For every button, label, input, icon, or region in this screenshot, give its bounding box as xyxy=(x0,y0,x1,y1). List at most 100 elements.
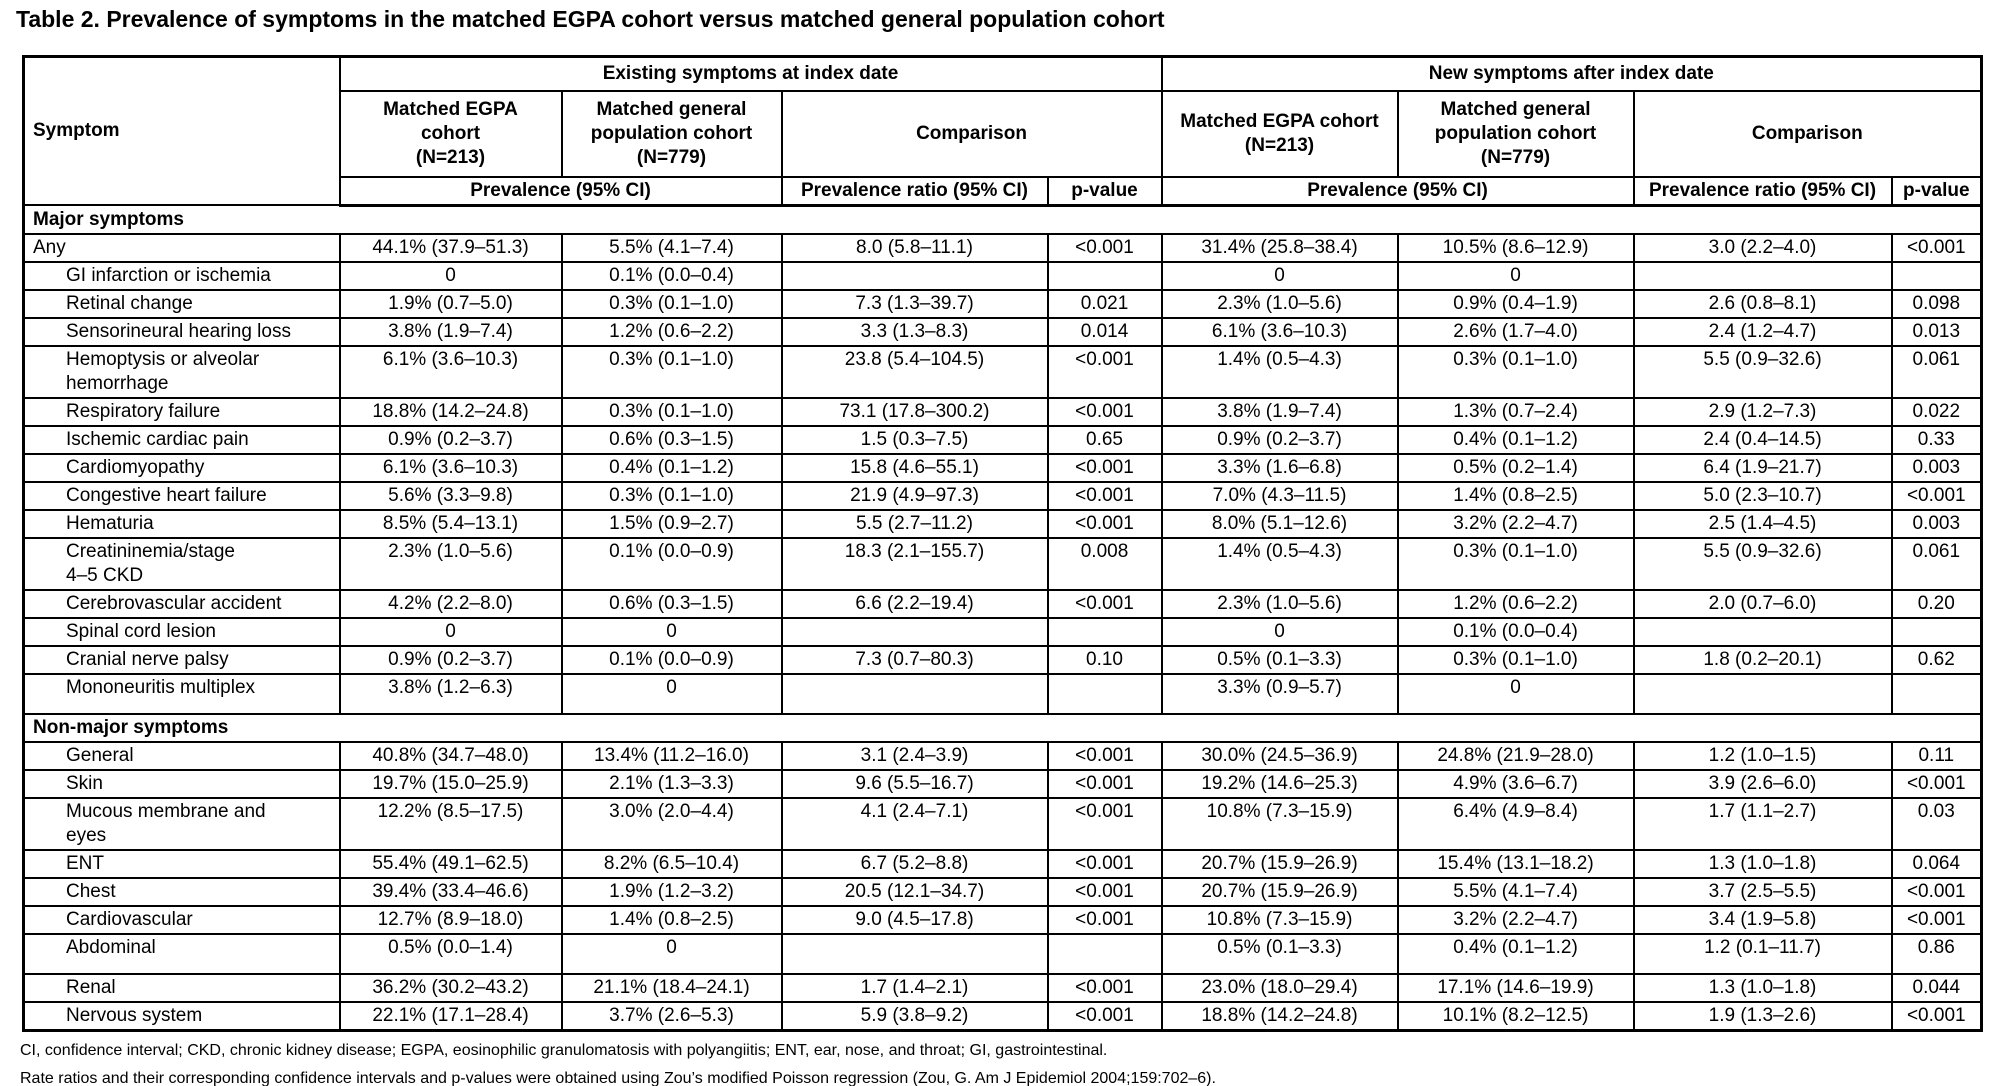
value-cell: 2.4 (0.4–14.5) xyxy=(1632,424,1893,455)
value-cell: 3.4 (1.9–5.8) xyxy=(1632,904,1893,935)
table-title: Table 2. Prevalence of symptoms in the m… xyxy=(16,6,1165,32)
value-cell: 2.5 (1.4–4.5) xyxy=(1632,508,1893,539)
value-cell: 0.11 xyxy=(1890,740,1983,771)
value-cell: 5.5% (4.1–7.4) xyxy=(560,232,783,263)
symptom-cell: GI infarction or ischemia xyxy=(22,260,341,291)
value-cell: 1.3 (1.0–1.8) xyxy=(1632,972,1893,1003)
value-cell: 2.3% (1.0–5.6) xyxy=(338,536,563,591)
value-cell: 0.003 xyxy=(1890,452,1983,483)
value-cell: 4.9% (3.6–6.7) xyxy=(1396,768,1635,799)
symptom-cell: Cranial nerve palsy xyxy=(22,644,341,675)
value-cell: 18.8% (14.2–24.8) xyxy=(1160,1000,1399,1031)
column-header-existing-prevalence: Prevalence (95% CI) xyxy=(338,175,783,207)
value-cell: 0.4% (0.1–1.2) xyxy=(1396,932,1635,975)
value-cell: 4.2% (2.2–8.0) xyxy=(338,588,563,619)
table-row: Skin 19.7% (15.0–25.9) 2.1% (1.3–3.3) 9.6 (… xyxy=(22,768,1983,799)
value-cell: <0.001 xyxy=(1890,1000,1983,1031)
value-cell: 0.3% (0.1–1.0) xyxy=(1396,344,1635,399)
value-cell: 0.098 xyxy=(1890,288,1983,319)
value-cell: 1.2 (0.1–11.7) xyxy=(1632,932,1893,975)
value-cell: 13.4% (11.2–16.0) xyxy=(560,740,783,771)
table-header: Symptom Existing symptoms at index date … xyxy=(22,55,1983,207)
value-cell: 0.20 xyxy=(1890,588,1983,619)
value-cell: 7.0% (4.3–11.5) xyxy=(1160,480,1399,511)
table-row: Any 44.1% (37.9–51.3) 5.5% (4.1–7.4) 8.0 (5… xyxy=(22,232,1983,263)
value-cell: 0.9% (0.2–3.7) xyxy=(338,424,563,455)
symptom-cell: General xyxy=(22,740,341,771)
value-cell: 73.1 (17.8–300.2) xyxy=(780,396,1049,427)
table-row: Cardiomyopathy 6.1% (3.6–10.3) 0.4% (0.1–1… xyxy=(22,452,1983,483)
value-cell: 1.4% (0.5–4.3) xyxy=(1160,344,1399,399)
value-cell: 9.6 (5.5–16.7) xyxy=(780,768,1049,799)
symptom-cell: Cardiomyopathy xyxy=(22,452,341,483)
value-cell: <0.001 xyxy=(1046,480,1163,511)
value-cell: <0.001 xyxy=(1890,480,1983,511)
value-cell: 2.4 (1.2–4.7) xyxy=(1632,316,1893,347)
header-group-row: Symptom Existing symptoms at index date … xyxy=(22,55,1983,206)
footnote-methods: Rate ratios and their corresponding conf… xyxy=(20,1070,1216,1086)
value-cell: 2.6% (1.7–4.0) xyxy=(1396,316,1635,347)
value-cell: 39.4% (33.4–46.6) xyxy=(338,876,563,907)
value-cell: 31.4% (25.8–38.4) xyxy=(1160,232,1399,263)
value-cell: 8.5% (5.4–13.1) xyxy=(338,508,563,539)
table-row: Cranial nerve palsy 0.9% (0.2–3.7) 0.1% (0… xyxy=(22,644,1983,675)
table-row: GI infarction or ischemia 0 0.1% (0.0–0.4)… xyxy=(22,260,1983,291)
value-cell: 0.013 xyxy=(1890,316,1983,347)
column-header-existing-general-cohort: Matched general population cohort (N=779… xyxy=(560,89,783,178)
table-row: Retinal change 1.9% (0.7–5.0) 0.3% (0.1–1.… xyxy=(22,288,1983,319)
value-cell: 22.1% (17.1–28.4) xyxy=(338,1000,563,1031)
value-cell: <0.001 xyxy=(1046,796,1163,851)
value-cell xyxy=(1046,260,1163,291)
value-cell: 0.9% (0.4–1.9) xyxy=(1396,288,1635,319)
value-cell: 20.7% (15.9–26.9) xyxy=(1160,848,1399,879)
value-cell: 0.5% (0.2–1.4) xyxy=(1396,452,1635,483)
value-cell: 3.7 (2.5–5.5) xyxy=(1632,876,1893,907)
value-cell: 6.1% (3.6–10.3) xyxy=(1160,316,1399,347)
value-cell: <0.001 xyxy=(1890,768,1983,799)
value-cell: 5.6% (3.3–9.8) xyxy=(338,480,563,511)
value-cell: 0 xyxy=(338,616,563,647)
value-cell: <0.001 xyxy=(1046,508,1163,539)
value-cell: 1.3 (1.0–1.8) xyxy=(1632,848,1893,879)
value-cell: 3.2% (2.2–4.7) xyxy=(1396,904,1635,935)
table-row: General 40.8% (34.7–48.0) 13.4% (11.2–16.0… xyxy=(22,740,1983,771)
value-cell: 10.5% (8.6–12.9) xyxy=(1396,232,1635,263)
value-cell: 23.0% (18.0–29.4) xyxy=(1160,972,1399,1003)
symptom-cell: ENT xyxy=(22,848,341,879)
symptom-cell: Abdominal xyxy=(22,932,341,975)
symptom-cell: Retinal change xyxy=(22,288,341,319)
value-cell: 3.0 (2.2–4.0) xyxy=(1632,232,1893,263)
value-cell: 1.5 (0.3–7.5) xyxy=(780,424,1049,455)
value-cell: 10.8% (7.3–15.9) xyxy=(1160,796,1399,851)
value-cell xyxy=(780,672,1049,715)
table-row: Renal 36.2% (30.2–43.2) 21.1% (18.4–24.1) 1… xyxy=(22,972,1983,1003)
value-cell: 1.4% (0.5–4.3) xyxy=(1160,536,1399,591)
value-cell: 15.4% (13.1–18.2) xyxy=(1396,848,1635,879)
value-cell: 6.1% (3.6–10.3) xyxy=(338,452,563,483)
column-group-new-symptoms: New symptoms after index date xyxy=(1160,55,1983,92)
value-cell: 18.3 (2.1–155.7) xyxy=(780,536,1049,591)
value-cell: 0.4% (0.1–1.2) xyxy=(1396,424,1635,455)
value-cell: 0.4% (0.1–1.2) xyxy=(560,452,783,483)
table-row: Hematuria 8.5% (5.4–13.1) 1.5% (0.9–2.7) 5.… xyxy=(22,508,1983,539)
column-header-new-prevalence-ratio: Prevalence ratio (95% CI) xyxy=(1632,175,1893,207)
value-cell: 1.9% (1.2–3.2) xyxy=(560,876,783,907)
table-row: Mononeuritis multiplex 3.8% (1.2–6.3) 0 3.3… xyxy=(22,672,1983,715)
value-cell: 0.86 xyxy=(1890,932,1983,975)
value-cell: 3.8% (1.9–7.4) xyxy=(338,316,563,347)
value-cell: 1.7 (1.1–2.7) xyxy=(1632,796,1893,851)
column-header-new-egpa-cohort: Matched EGPA cohort (N=213) xyxy=(1160,89,1399,178)
value-cell: 1.9% (0.7–5.0) xyxy=(338,288,563,319)
value-cell: 7.3 (0.7–80.3) xyxy=(780,644,1049,675)
value-cell xyxy=(1890,616,1983,647)
value-cell: 5.5 (2.7–11.2) xyxy=(780,508,1049,539)
value-cell: 2.0 (0.7–6.0) xyxy=(1632,588,1893,619)
value-cell: 20.5 (12.1–34.7) xyxy=(780,876,1049,907)
value-cell: 0 xyxy=(338,260,563,291)
table-row: Spinal cord lesion 0 0 0 0.1% (0.0–0.4) xyxy=(22,616,1983,647)
value-cell: 0.9% (0.2–3.7) xyxy=(1160,424,1399,455)
header-cohort-row: Matched EGPA cohort (N=213) Matched gene… xyxy=(24,89,1983,178)
value-cell: 2.3% (1.0–5.6) xyxy=(1160,288,1399,319)
symptom-cell: Hemoptysis or alveolar hemorrhage xyxy=(22,344,341,399)
value-cell: 0.5% (0.1–3.3) xyxy=(1160,932,1399,975)
